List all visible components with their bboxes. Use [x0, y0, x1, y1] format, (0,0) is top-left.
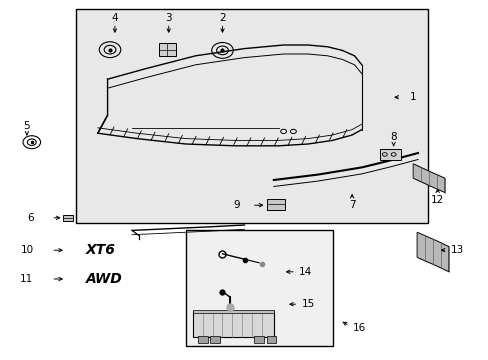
- Text: 3: 3: [165, 13, 172, 23]
- Bar: [254, 336, 264, 343]
- Text: 15: 15: [301, 299, 314, 309]
- Text: 5: 5: [23, 121, 30, 131]
- Bar: [62, 215, 73, 221]
- Polygon shape: [412, 164, 444, 193]
- Text: AWD: AWD: [85, 272, 122, 286]
- Text: 1: 1: [409, 92, 416, 102]
- Bar: [185, 230, 332, 346]
- Text: 12: 12: [430, 195, 444, 205]
- Text: 10: 10: [20, 245, 33, 255]
- Text: 16: 16: [352, 323, 366, 333]
- Bar: [159, 43, 176, 56]
- Bar: [193, 310, 273, 313]
- Bar: [198, 336, 207, 343]
- Text: 14: 14: [298, 267, 312, 277]
- Text: 6: 6: [27, 213, 34, 223]
- Text: 7: 7: [348, 200, 355, 210]
- Text: XT6: XT6: [85, 243, 115, 257]
- Bar: [266, 336, 276, 343]
- Text: 13: 13: [449, 245, 463, 255]
- Bar: [380, 149, 400, 160]
- Text: 8: 8: [389, 132, 396, 142]
- Bar: [76, 9, 427, 223]
- Text: 11: 11: [20, 274, 34, 284]
- Bar: [210, 336, 220, 343]
- Bar: [266, 199, 285, 210]
- Bar: [193, 311, 273, 337]
- Text: 9: 9: [233, 200, 240, 210]
- Text: 2: 2: [219, 13, 225, 23]
- Text: 4: 4: [111, 13, 118, 23]
- Polygon shape: [416, 232, 448, 272]
